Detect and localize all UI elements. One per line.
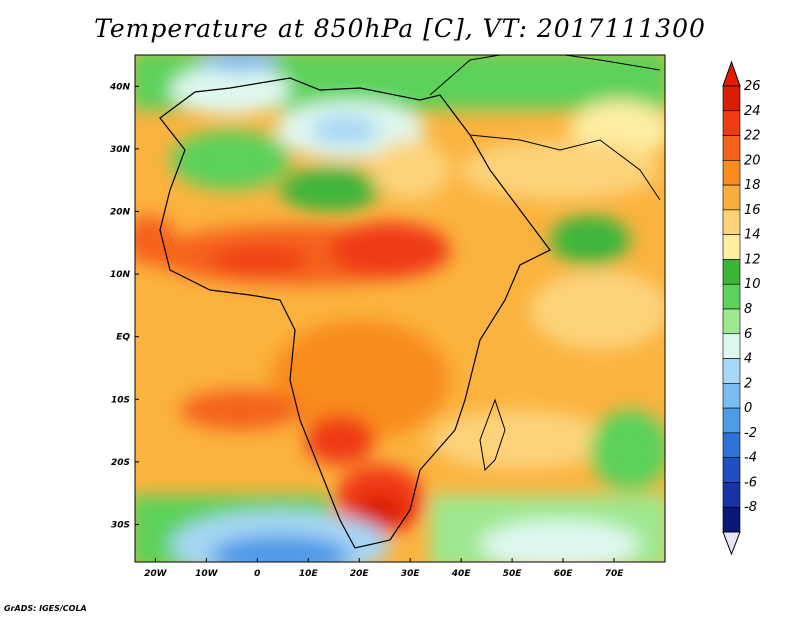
temperature-field [135, 55, 665, 562]
colorbar-level-label: 22 [744, 129, 761, 144]
credit-text: GrADS: IGES/COLA [4, 604, 87, 613]
colorbar-level-label: 4 [744, 352, 752, 367]
colorbar-level-label: -6 [744, 475, 757, 490]
colorbar-level-label: 12 [744, 252, 761, 267]
colorbar-level-label: 10 [744, 277, 761, 292]
colorbar-swatch [722, 160, 741, 186]
colorbar-level-label: 26 [744, 79, 761, 94]
colorbar-swatch [722, 457, 741, 483]
colorbar-level-label: 24 [744, 104, 761, 119]
lon-tick-label: 40E [451, 569, 472, 579]
colorbar-swatch [722, 482, 741, 508]
colorbar-swatch [722, 234, 741, 260]
colorbar-swatch [722, 333, 741, 359]
longitude-axis: 20W 10W 0 10E 20E 30E 40E 50E 60E 70E [144, 558, 624, 579]
lon-tick-label: 50E [503, 569, 523, 579]
lon-tick-label: 10E [299, 569, 319, 579]
colorbar-swatch [722, 85, 741, 112]
colorbar-level-label: 20 [744, 153, 761, 168]
latitude-axis: 40N 30N 20N 10N EQ 10S 20S 30S [109, 82, 139, 530]
colorbar-swatch [722, 110, 741, 136]
colorbar-swatch [722, 283, 741, 310]
lat-tick-label: 40N [109, 82, 131, 92]
colorbar-level-label: -4 [744, 451, 757, 466]
lat-tick-label: EQ [116, 333, 130, 343]
colorbar-swatch [722, 383, 741, 409]
colorbar-level-label: -2 [744, 426, 757, 441]
colorbar-swatch [722, 259, 741, 285]
colorbar-level-label: -8 [744, 500, 757, 515]
colorbar-level-label: 18 [744, 178, 761, 193]
lon-tick-label: 20E [350, 569, 370, 579]
colorbar-top-arrow [722, 60, 741, 87]
colorbar-swatch [722, 407, 741, 434]
colorbar-swatch [722, 432, 741, 458]
lat-tick-label: 30S [111, 520, 130, 530]
colorbar-swatch [722, 308, 741, 335]
lon-tick-label: 70E [605, 569, 625, 579]
lon-tick-label: 60E [554, 569, 574, 579]
lat-tick-label: 20N [110, 207, 131, 217]
lon-tick-label: 20W [144, 569, 168, 579]
lat-tick-label: 20S [111, 458, 130, 468]
colorbar-level-label: 16 [744, 203, 761, 218]
colorbar-level-label: 2 [744, 376, 752, 391]
lat-tick-label: 10N [110, 270, 131, 280]
map-title: Temperature at 850hPa [C], VT: 201711130… [94, 14, 706, 43]
lat-tick-label: 10S [111, 395, 130, 405]
lon-tick-label: 0 [254, 569, 260, 579]
colorbar-level-label: 14 [744, 228, 761, 243]
colorbar-swatch [722, 358, 741, 384]
colorbar-level-label: 6 [744, 327, 752, 342]
colorbar-swatch [722, 135, 741, 161]
colorbar-level-label: 8 [744, 302, 752, 317]
colorbar-level-label: 0 [744, 401, 752, 416]
colorbar-swatch [722, 506, 741, 533]
colorbar-swatch [722, 184, 741, 211]
colorbar-bottom-arrow [722, 531, 741, 556]
lon-tick-label: 30E [401, 569, 421, 579]
lat-tick-label: 30N [110, 145, 131, 155]
lon-tick-label: 10W [195, 569, 219, 579]
colorbar-swatch [722, 209, 741, 235]
plot-frame [134, 54, 666, 563]
